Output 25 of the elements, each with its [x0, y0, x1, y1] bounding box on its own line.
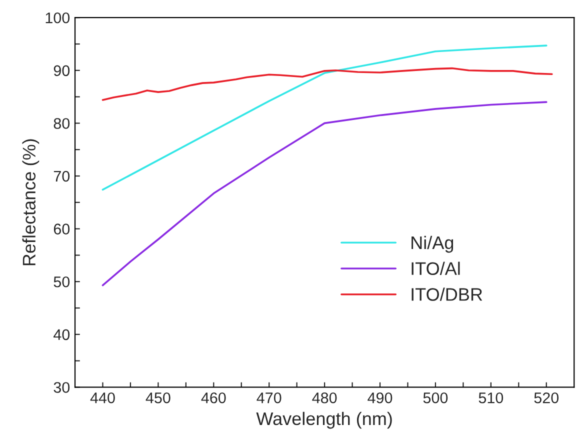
- y-tick-label: 90: [54, 65, 70, 76]
- legend-label: Ni/Ag: [412, 236, 454, 253]
- x-tick-label: 440: [90, 392, 115, 404]
- x-axis-title: Wavelength (nm): [256, 412, 392, 429]
- y-tick-label: 100: [46, 12, 70, 24]
- x-tick-label: 460: [201, 392, 226, 404]
- y-axis-title: Reflectance (%): [22, 139, 40, 266]
- line-series: [102, 67, 553, 101]
- y-tick-label: 40: [54, 329, 70, 340]
- x-tick-label: 510: [478, 392, 504, 404]
- line-series: [102, 101, 548, 286]
- legend-label: ITO/Al: [412, 262, 460, 275]
- legend-label: ITO/DBR: [412, 288, 482, 301]
- y-tick-label: 80: [54, 118, 70, 129]
- y-tick-label: 30: [54, 382, 70, 393]
- y-tick-label: 70: [54, 170, 70, 182]
- line-series: [102, 44, 548, 191]
- x-tick-label: 480: [312, 392, 337, 404]
- y-tick-label: 60: [54, 224, 70, 234]
- x-tick-label: 470: [256, 392, 282, 404]
- y-tick-label: 50: [54, 276, 70, 288]
- x-tick-label: 490: [368, 392, 392, 404]
- x-tick-label: 450: [146, 392, 170, 404]
- x-tick-label: 500: [423, 392, 448, 404]
- x-tick-label: 520: [534, 392, 559, 404]
